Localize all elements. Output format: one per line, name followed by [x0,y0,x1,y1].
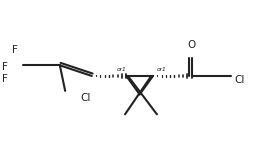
Text: F: F [12,45,18,55]
Text: or1: or1 [157,67,167,72]
Text: F: F [2,74,8,84]
Text: or1: or1 [117,67,127,72]
Text: Cl: Cl [234,75,244,84]
Text: Cl: Cl [80,93,90,103]
Text: O: O [187,40,196,50]
Text: F: F [2,62,8,72]
